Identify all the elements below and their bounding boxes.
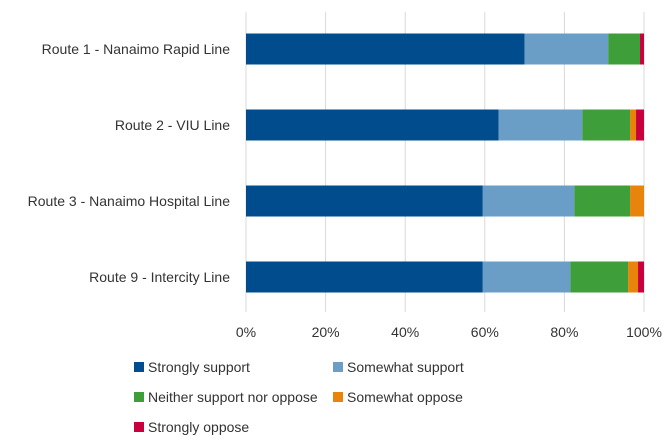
x-tick-label: 40%: [391, 324, 419, 340]
bar-segment-strongly-support: [246, 33, 525, 65]
x-tick-label: 60%: [471, 324, 499, 340]
bar-segment-somewhat-support: [524, 33, 609, 65]
legend-label: Neither support nor oppose: [148, 389, 318, 405]
bar-segment-somewhat-oppose: [630, 185, 644, 217]
bar-segment-strongly-support: [246, 261, 483, 293]
legend-label: Somewhat support: [347, 359, 464, 375]
legend-label: Strongly oppose: [148, 419, 249, 435]
legend-label: Strongly support: [148, 359, 250, 375]
bar-segment-strongly-oppose: [636, 109, 644, 141]
category-label: Route 9 - Intercity Line: [89, 269, 230, 285]
legend-label: Somewhat oppose: [347, 389, 463, 405]
bar-segment-strongly-oppose: [640, 33, 644, 65]
bar-segment-neither-support-nor-oppose: [574, 185, 631, 217]
bar-segment-somewhat-oppose: [628, 261, 639, 293]
x-tick-label: 20%: [312, 324, 340, 340]
bar-segment-strongly-oppose: [638, 261, 644, 293]
legend-swatch: [333, 392, 343, 402]
bar-segment-neither-support-nor-oppose: [582, 109, 631, 141]
bar-segment-somewhat-support: [498, 109, 583, 141]
category-label: Route 1 - Nanaimo Rapid Line: [42, 41, 231, 57]
bar-segment-somewhat-support: [482, 261, 571, 293]
x-tick-label: 0%: [236, 324, 256, 340]
bar-segment-strongly-support: [246, 109, 499, 141]
bar-segment-somewhat-oppose: [630, 109, 637, 141]
x-tick-label: 100%: [626, 324, 662, 340]
legend-swatch: [333, 362, 343, 372]
bar-segment-strongly-support: [246, 185, 483, 217]
category-label: Route 3 - Nanaimo Hospital Line: [28, 193, 231, 209]
bar-segment-neither-support-nor-oppose: [608, 33, 641, 65]
category-label: Route 2 - VIU Line: [115, 117, 230, 133]
legend-swatch: [134, 362, 144, 372]
legend-swatch: [134, 422, 144, 432]
bar-segment-somewhat-support: [482, 185, 575, 217]
legend-swatch: [134, 392, 144, 402]
x-tick-label: 80%: [550, 324, 578, 340]
bar-segment-neither-support-nor-oppose: [570, 261, 629, 293]
